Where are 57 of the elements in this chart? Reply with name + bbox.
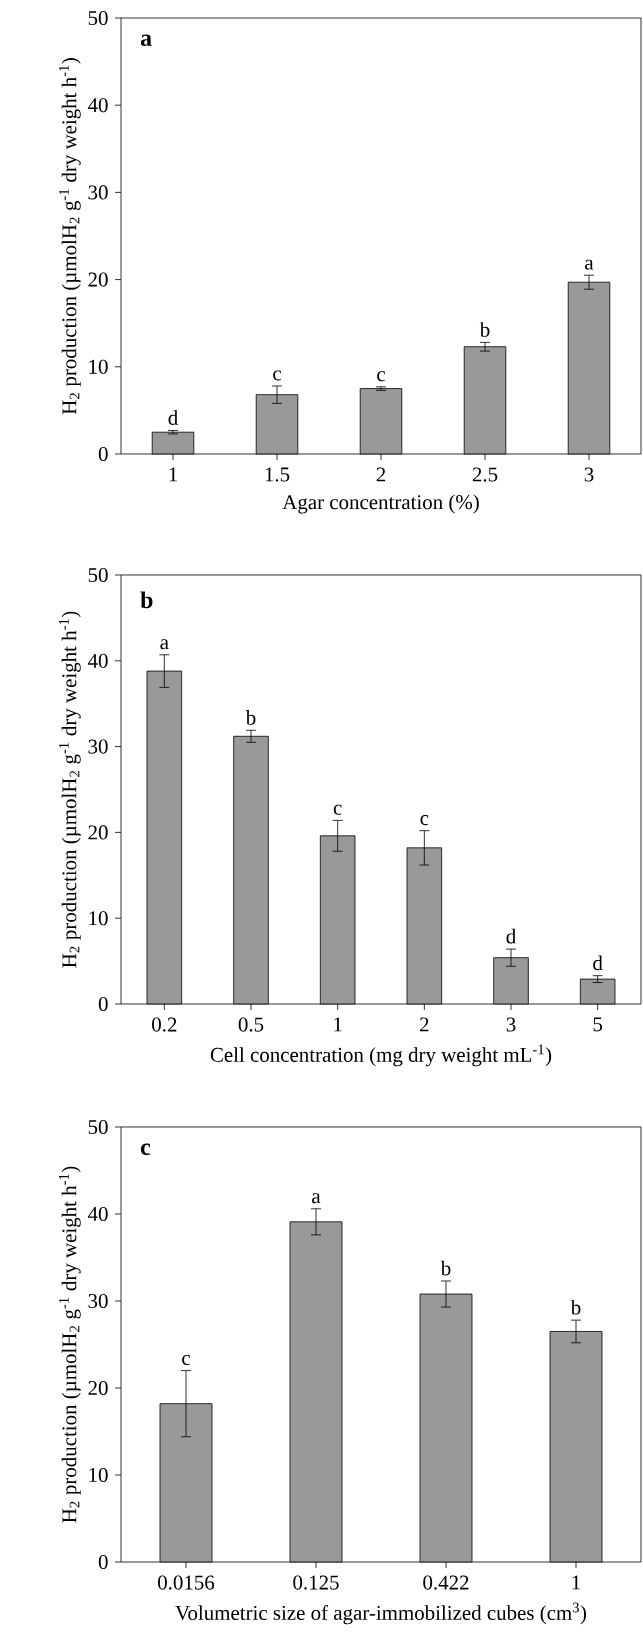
- y-tick-label: 20: [88, 825, 108, 840]
- annotation: a: [312, 1193, 321, 1204]
- x-axis-title: Agar concentration (%): [282, 494, 479, 514]
- annotation: c: [182, 1355, 190, 1366]
- annotation: c: [420, 815, 429, 826]
- annotation: c: [140, 1143, 151, 1156]
- x-tick-label: 2: [376, 467, 386, 482]
- y-tick-label: 0: [98, 996, 108, 1012]
- y-tick-label: 0: [98, 446, 108, 462]
- annotation: b: [570, 1299, 581, 1315]
- y-tick-label: 30: [88, 185, 108, 200]
- x-tick-label: 2: [420, 1017, 429, 1032]
- y-tick-label: 50: [88, 567, 108, 583]
- y-tick-label: 0: [98, 1554, 108, 1570]
- x-tick-label: 0.0156: [158, 1575, 215, 1590]
- y-tick-label: 50: [88, 10, 108, 26]
- annotation: c: [273, 370, 281, 381]
- annotation: c: [377, 371, 385, 382]
- annotation: b: [440, 1260, 451, 1276]
- annotation: b: [140, 591, 153, 609]
- y-tick-label: 20: [88, 1380, 108, 1396]
- text: H$_{2}$ production (µmolH$_{2}$ g$^{-1}$ dry weight h$^{-1}$): [59, 58, 81, 415]
- x-tick-label: 1: [572, 1575, 580, 1590]
- y-tick-label: 10: [89, 911, 108, 926]
- x-tick-label: 0.2: [152, 1017, 177, 1032]
- y-tick-label: 30: [88, 1293, 108, 1309]
- annotation: d: [506, 928, 516, 944]
- y-tick-label: 20: [88, 272, 108, 287]
- annotation: a: [140, 34, 152, 47]
- y-tick-label: 40: [87, 98, 108, 113]
- text: H$_{2}$ production (µmolH$_{2}$ g$^{-1}$ dry weight h$^{-1}$): [59, 1166, 81, 1523]
- x-tick-label: 3: [584, 467, 594, 482]
- x-tick-label: 0.5: [238, 1017, 264, 1032]
- x-tick-label: 2.5: [472, 467, 498, 482]
- x-axis-title: Volumetric size of agar-immobilized cubes (cm$^{3}$): [175, 1602, 587, 1625]
- x-tick-label: 1.5: [265, 467, 290, 482]
- x-tick-label: 3: [506, 1017, 516, 1032]
- text: H$_{2}$ production (µmolH$_{2}$ g$^{-1}$ dry weight h$^{-1}$): [59, 611, 81, 968]
- annotation: c: [333, 804, 342, 815]
- y-tick-label: 50: [88, 1119, 108, 1135]
- y-tick-label: 40: [87, 653, 108, 668]
- annotation: a: [585, 259, 594, 270]
- y-tick-label: 40: [87, 1206, 108, 1222]
- x-tick-label: 0.422: [423, 1575, 469, 1590]
- y-tick-label: 10: [89, 359, 108, 374]
- x-tick-label: 1: [334, 1017, 342, 1032]
- annotation: b: [245, 710, 256, 725]
- x-tick-label: 5: [593, 1017, 603, 1032]
- y-tick-label: 30: [88, 739, 108, 754]
- annotation: b: [479, 322, 490, 337]
- annotation: a: [160, 639, 169, 650]
- x-tick-label: 0.125: [293, 1575, 339, 1590]
- annotation: d: [593, 955, 603, 971]
- y-tick-label: 10: [89, 1467, 108, 1483]
- x-tick-label: 1: [169, 467, 177, 482]
- x-axis-title: Cell concentration (mg dry weight mL$^{-1}$): [210, 1044, 552, 1067]
- annotation: d: [168, 410, 178, 425]
